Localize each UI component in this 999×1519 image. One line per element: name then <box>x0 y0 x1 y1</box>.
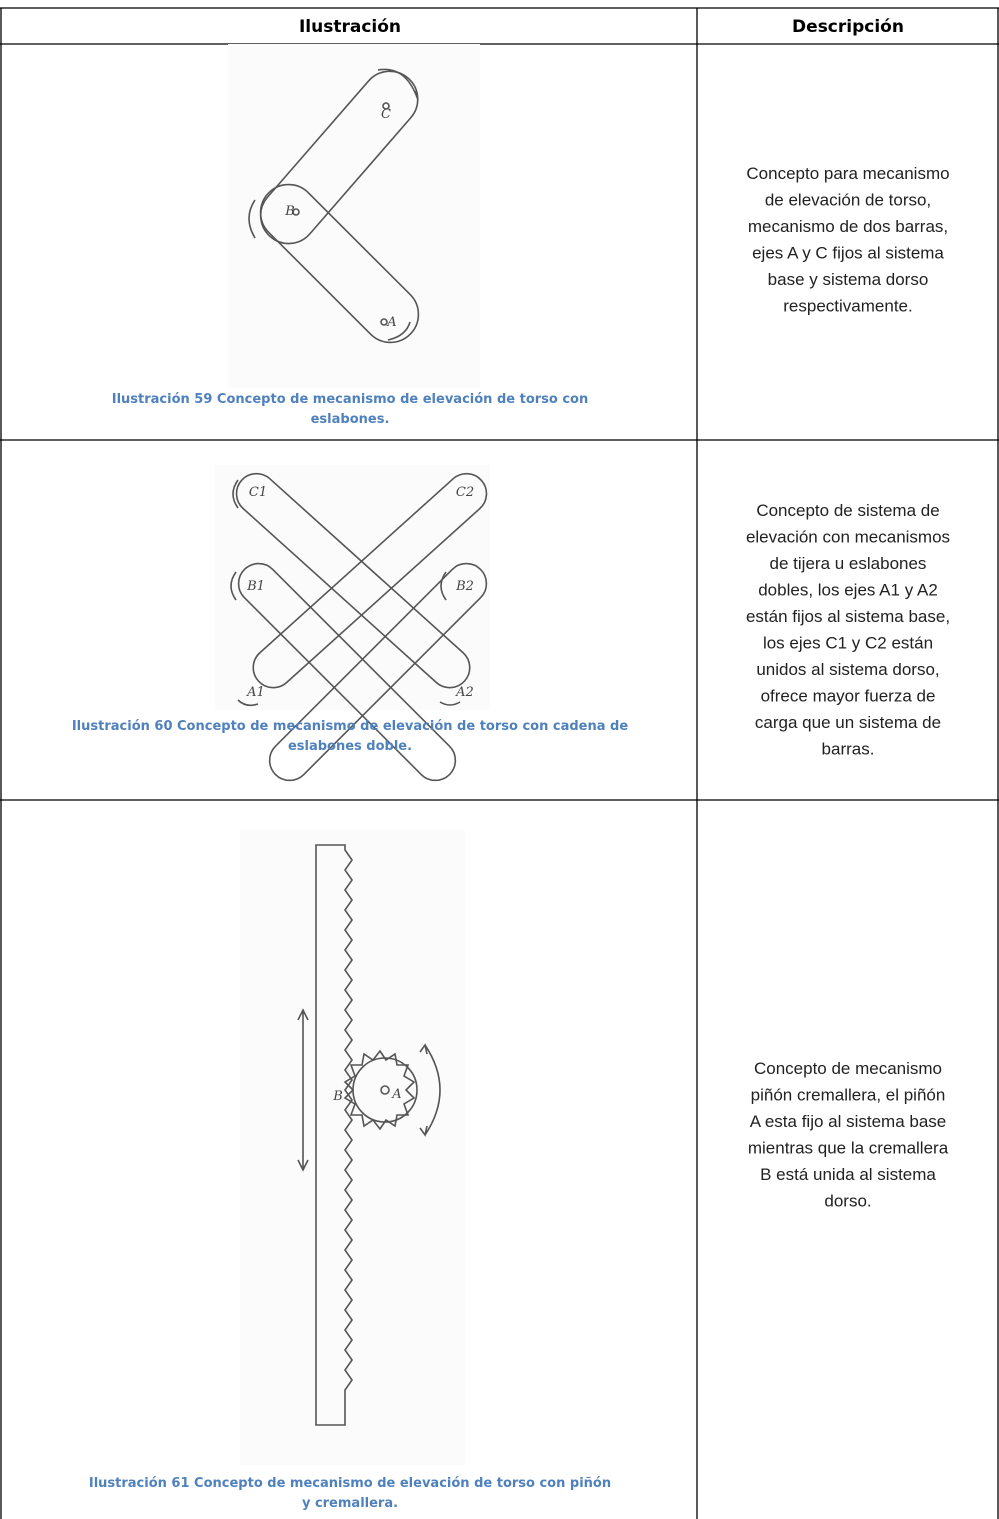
description-line: están fijos al sistema base, <box>746 607 950 626</box>
sketch-scissor <box>215 465 490 782</box>
header-cell: Descripción <box>792 17 904 37</box>
description-line: ofrece mayor fuerza de <box>761 686 936 705</box>
description-line: unidos al sistema dorso, <box>756 660 939 679</box>
description-line: dorso. <box>824 1191 871 1210</box>
sketch-rack-pinion <box>240 830 465 1465</box>
description-line: piñón cremallera, el piñón <box>751 1085 946 1104</box>
sketch-label: B2 <box>455 579 474 594</box>
description-line: respectivamente. <box>783 296 912 315</box>
sketch-label: B <box>284 204 295 219</box>
sketch-two-bars <box>228 44 480 388</box>
description-line: carga que un sistema de <box>755 713 941 732</box>
sketch-label: A1 <box>246 685 265 700</box>
sketch-label: C <box>381 107 391 122</box>
figure-caption: Ilustración 60 Concepto de mecanismo de … <box>72 719 628 754</box>
table-borders <box>0 7 999 1519</box>
description-line: base y sistema dorso <box>768 270 929 289</box>
figure-caption: Ilustración 61 Concepto de mecanismo de … <box>89 1476 611 1511</box>
description-line: mientras que la cremallera <box>748 1138 949 1157</box>
description-line: barras. <box>822 739 875 758</box>
figure-caption: Ilustración 59 Concepto de mecanismo de … <box>112 392 589 427</box>
sketch-label: B1 <box>246 579 265 594</box>
description-line: dobles, los ejes A1 y A2 <box>758 580 938 599</box>
description-line: Concepto de sistema de <box>756 501 939 520</box>
sketch-label: A <box>386 315 396 330</box>
sketch-label: B <box>332 1089 343 1104</box>
description-line: de elevación de torso, <box>765 190 931 209</box>
header-cell: Ilustración <box>299 17 401 37</box>
sketch-label: C1 <box>249 485 267 500</box>
sketch-label: A <box>391 1087 401 1102</box>
description-line: A esta fijo al sistema base <box>750 1112 947 1131</box>
sketch-label: C2 <box>456 485 474 500</box>
description-line: mecanismo de dos barras, <box>748 217 948 236</box>
description-line: los ejes C1 y C2 están <box>763 633 933 652</box>
description-line: elevación con mecanismos <box>746 527 950 546</box>
description-line: de tijera u eslabones <box>770 554 927 573</box>
sketch-label: A2 <box>455 685 474 700</box>
description-line: Concepto para mecanismo <box>746 164 949 183</box>
description-line: ejes A y C fijos al sistema <box>752 243 944 262</box>
description-line: B está unida al sistema <box>760 1165 936 1184</box>
description-line: Concepto de mecanismo <box>754 1059 942 1078</box>
